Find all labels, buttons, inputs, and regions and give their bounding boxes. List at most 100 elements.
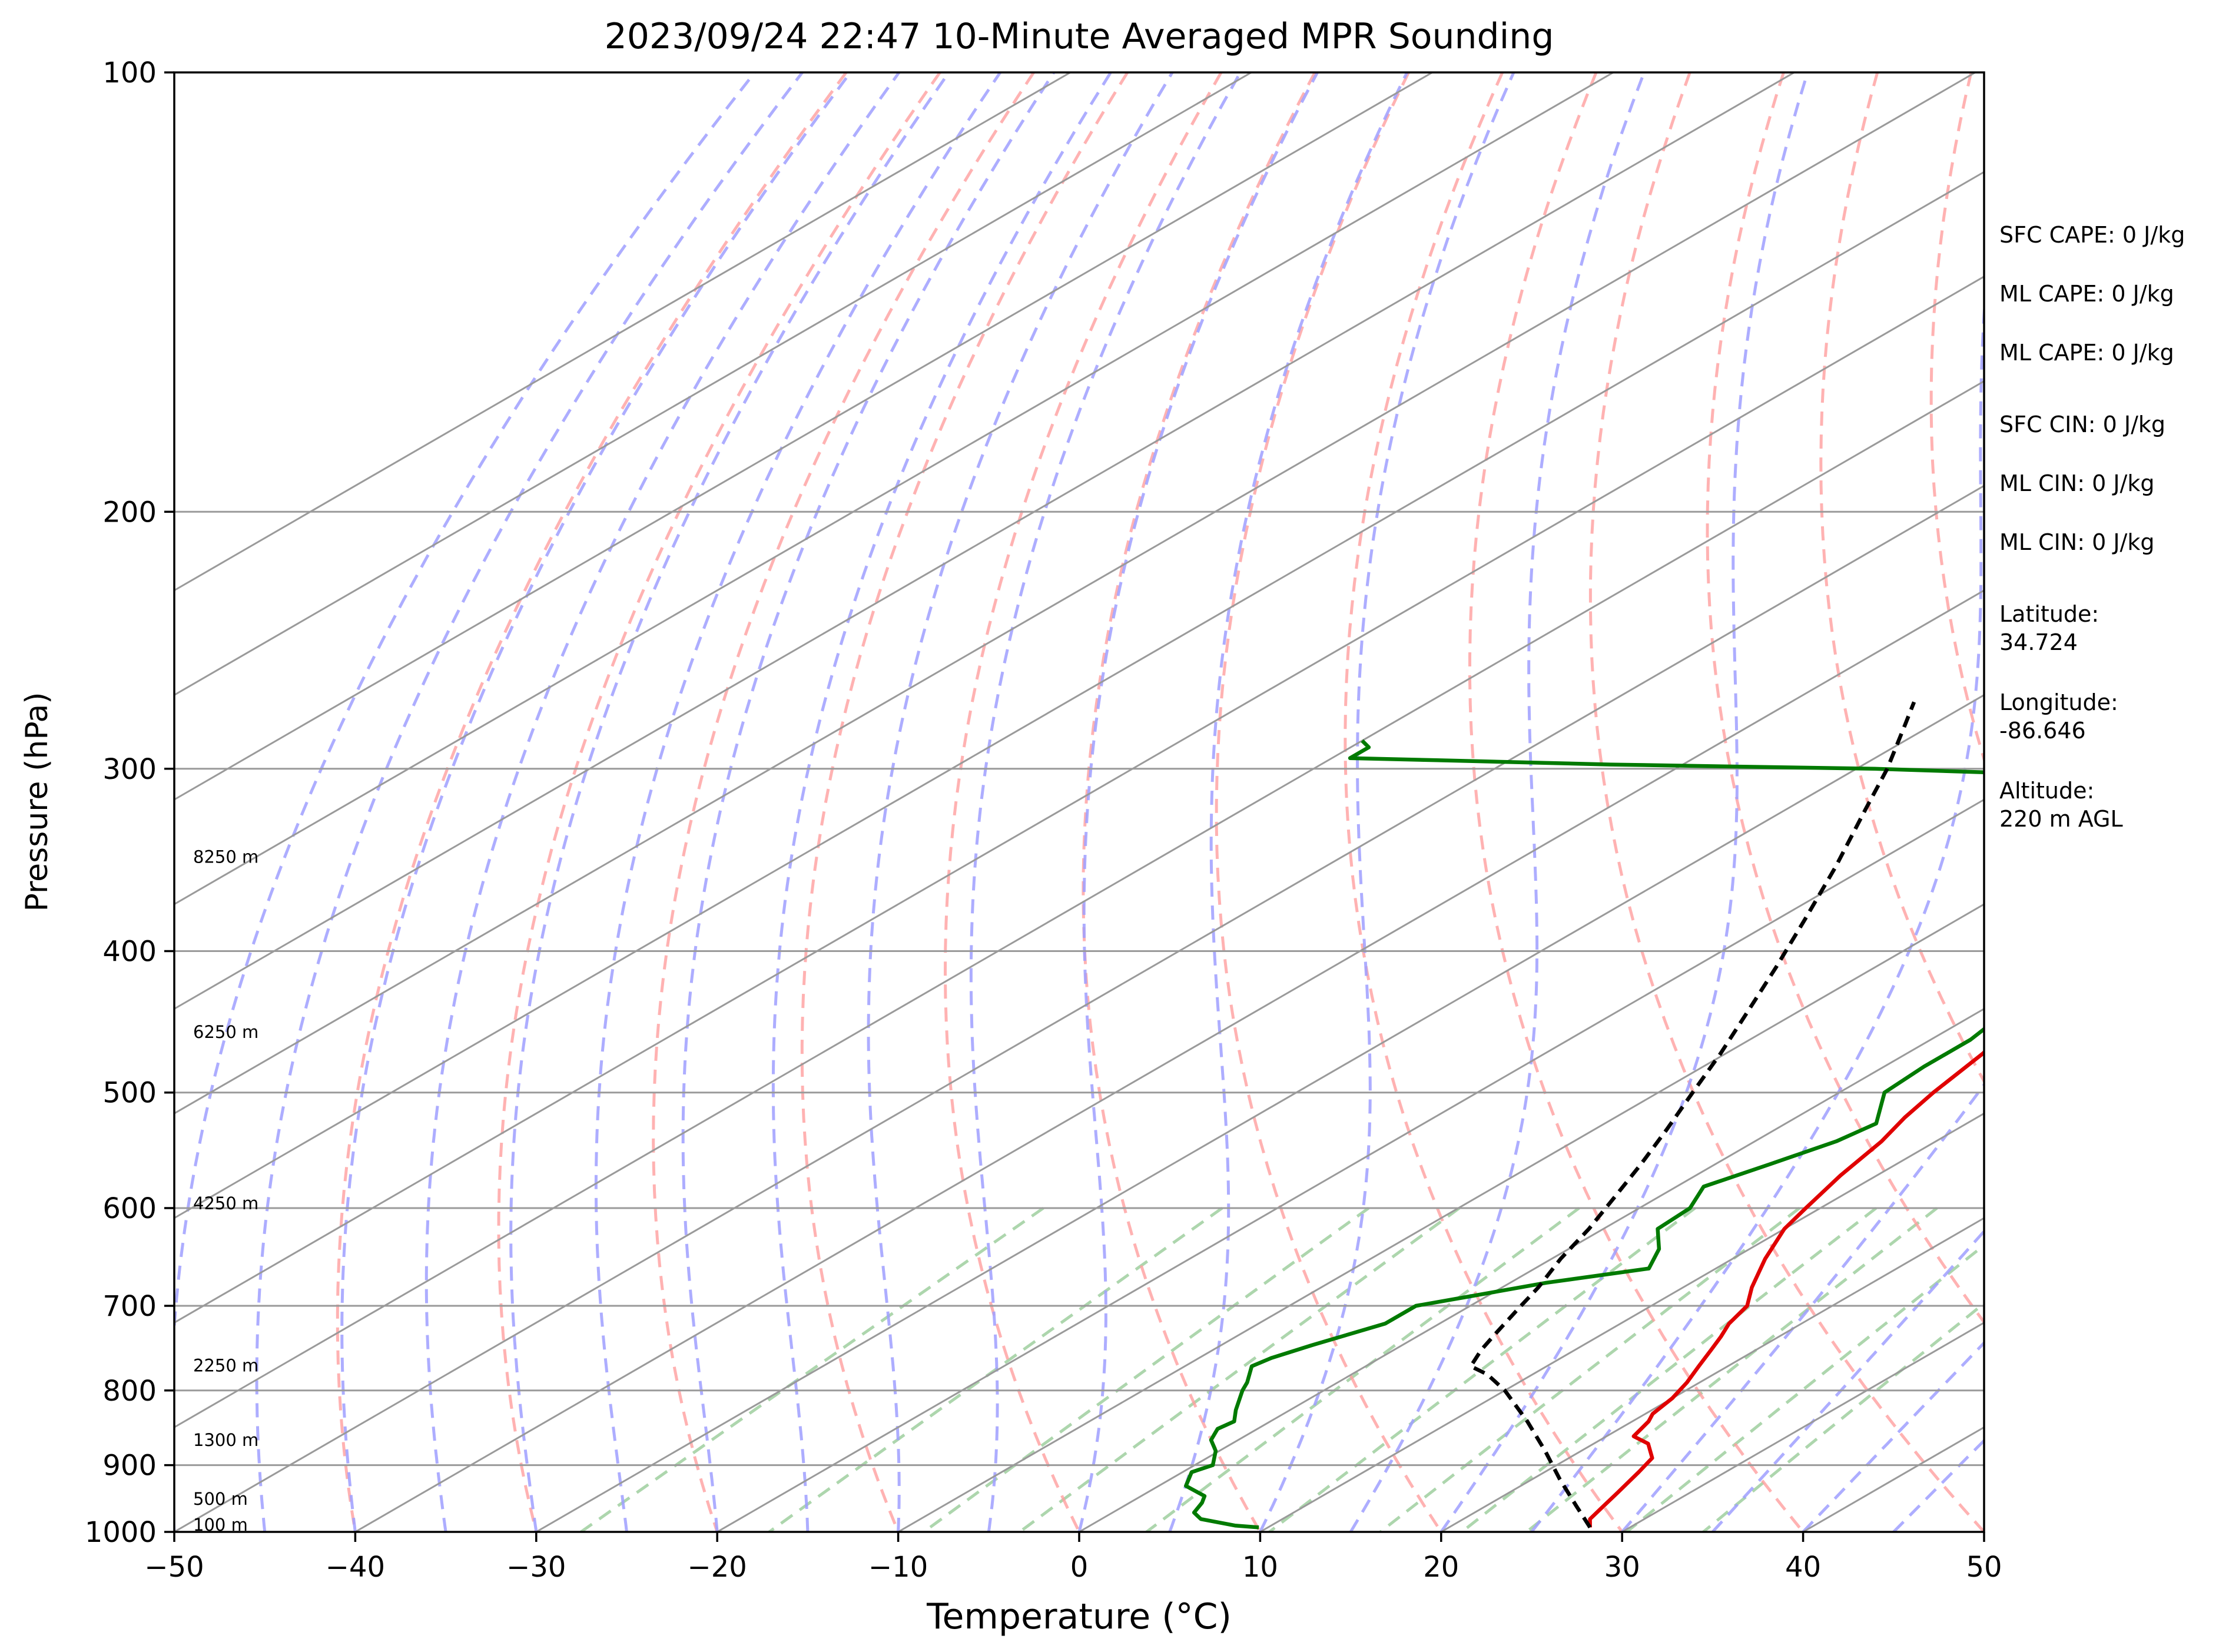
isotherms	[174, 72, 1984, 1532]
isotherm	[174, 72, 1433, 801]
mixing-ratio-line	[1268, 1207, 1696, 1532]
parameter-text: SFC CAPE: 0 J/kg	[1999, 222, 2185, 248]
moist-adiabat	[1259, 72, 1515, 1532]
mixing-ratio-line	[580, 1206, 1044, 1532]
isotherm	[354, 589, 1984, 1532]
x-tick-label: −40	[326, 1551, 385, 1584]
height-label: 2250 m	[193, 1356, 258, 1376]
parameter-text: Altitude:	[1999, 778, 2094, 804]
y-axis-label: Pressure (hPa)	[19, 692, 55, 912]
x-tick-label: 50	[1966, 1551, 2002, 1584]
isotherm	[717, 798, 1984, 1532]
dry-adiabat	[1706, 72, 1984, 1325]
chart-title: 2023/09/24 22:47 10-Minute Averaged MPR …	[605, 16, 1554, 57]
mixing-ratio-line	[1626, 1243, 1984, 1532]
dry-adiabat	[1082, 72, 1316, 1532]
x-axis: −50 −40 −30 −20 −10 0 10 20 30 40 50	[144, 1532, 2002, 1584]
x-tick-label: 30	[1604, 1551, 1640, 1584]
isotherm	[174, 380, 1984, 1429]
parameter-text: -86.646	[1999, 718, 2086, 744]
moist-adiabat	[509, 72, 950, 1532]
x-tick-label: 20	[1423, 1551, 1459, 1584]
dry-adiabat	[800, 72, 1129, 1532]
parameter-text: ML CIN: 0 J/kg	[1999, 529, 2154, 555]
y-tick-label: 700	[102, 1290, 157, 1323]
moist-adiabat	[969, 72, 1242, 1532]
height-label: 8250 m	[193, 847, 258, 867]
parameter-text: Longitude:	[1999, 689, 2118, 715]
moist-adiabat	[1711, 1229, 1984, 1532]
y-tick-label: 1000	[85, 1516, 157, 1549]
isotherm	[174, 72, 1976, 1114]
y-tick-label: 400	[102, 936, 157, 968]
moist-adiabat	[594, 72, 1001, 1532]
mixing-ratio-line	[1525, 1207, 1938, 1532]
dry-adiabat	[1215, 72, 1442, 1532]
parameter-text: Latitude:	[1999, 601, 2099, 627]
moist-adiabat	[174, 72, 756, 1532]
parameter-text: 34.724	[1999, 629, 2078, 655]
x-tick-label: −50	[144, 1551, 204, 1584]
isotherm	[174, 485, 1984, 1532]
mixing-ratio-line	[768, 1206, 1223, 1532]
moist-adiabat	[1802, 1341, 1984, 1532]
isotherm	[174, 72, 1795, 1010]
y-tick-label: 600	[102, 1192, 157, 1225]
dewpoint-trace	[1184, 739, 1984, 1530]
mixing-ratio-line	[923, 1206, 1370, 1532]
moist-adiabat	[1439, 72, 1809, 1532]
height-label: 1300 m	[193, 1430, 258, 1450]
y-tick-label: 200	[102, 496, 157, 529]
moist-adiabat	[424, 72, 901, 1532]
height-label: 500 m	[193, 1489, 248, 1509]
moist-adiabat	[681, 72, 1056, 1532]
parameter-text: SFC CIN: 0 J/kg	[1999, 412, 2165, 437]
y-tick-label: 900	[102, 1449, 157, 1482]
x-tick-label: −10	[868, 1551, 928, 1584]
dry-adiabat	[1588, 72, 1984, 1532]
y-tick-label: 500	[102, 1077, 157, 1110]
moist-adiabat	[867, 72, 1174, 1532]
sounding-parameters: SFC CAPE: 0 J/kg ML CAPE: 0 J/kg ML CAPE: …	[1999, 222, 2185, 832]
isotherm	[174, 72, 1252, 696]
mixing-ratio-line	[1461, 1207, 1878, 1532]
isotherm	[174, 72, 1614, 905]
dry-adiabat	[497, 72, 941, 1532]
sounding-traces	[1184, 701, 1984, 1530]
dry-adiabat	[1468, 72, 1805, 1532]
x-tick-label: 0	[1070, 1551, 1089, 1584]
moist-adiabat	[1077, 72, 1319, 1532]
x-tick-label: 40	[1785, 1551, 1821, 1584]
isotherm	[536, 694, 1984, 1532]
dry-adiabat	[1344, 72, 1624, 1532]
x-tick-label: −20	[688, 1551, 747, 1584]
dry-adiabat	[652, 72, 1035, 1532]
y-tick-label: 300	[102, 753, 157, 786]
height-label: 4250 m	[193, 1193, 258, 1213]
temperature-trace	[1588, 1049, 1984, 1528]
isotherm	[174, 276, 1984, 1324]
x-axis-label: Temperature (°C)	[926, 1596, 1232, 1637]
isotherm	[1441, 1217, 1984, 1532]
parameter-text: ML CAPE: 0 J/kg	[1999, 281, 2174, 307]
parameter-text: ML CIN: 0 J/kg	[1999, 470, 2154, 496]
isobars	[174, 72, 1984, 1532]
isotherm	[897, 903, 1984, 1532]
y-tick-label: 800	[102, 1375, 157, 1408]
moist-adiabat	[771, 72, 1112, 1532]
isotherm	[174, 72, 1071, 592]
dry-adiabat	[944, 72, 1223, 1532]
moist-adiabat	[340, 72, 852, 1532]
parameter-text: ML CAPE: 0 J/kg	[1999, 340, 2174, 366]
height-label: 6250 m	[193, 1022, 258, 1042]
mixing-ratio-line	[1379, 1207, 1800, 1532]
parameter-text: 220 m AGL	[1999, 806, 2123, 832]
isotherm	[1079, 1007, 1984, 1532]
parcel-trace	[1468, 701, 1916, 1529]
x-tick-label: 10	[1242, 1551, 1278, 1584]
moist-adiabat	[1349, 72, 1646, 1532]
moist-adiabat	[255, 72, 804, 1532]
isotherm	[174, 171, 1984, 1219]
y-tick-label: 100	[102, 57, 157, 89]
